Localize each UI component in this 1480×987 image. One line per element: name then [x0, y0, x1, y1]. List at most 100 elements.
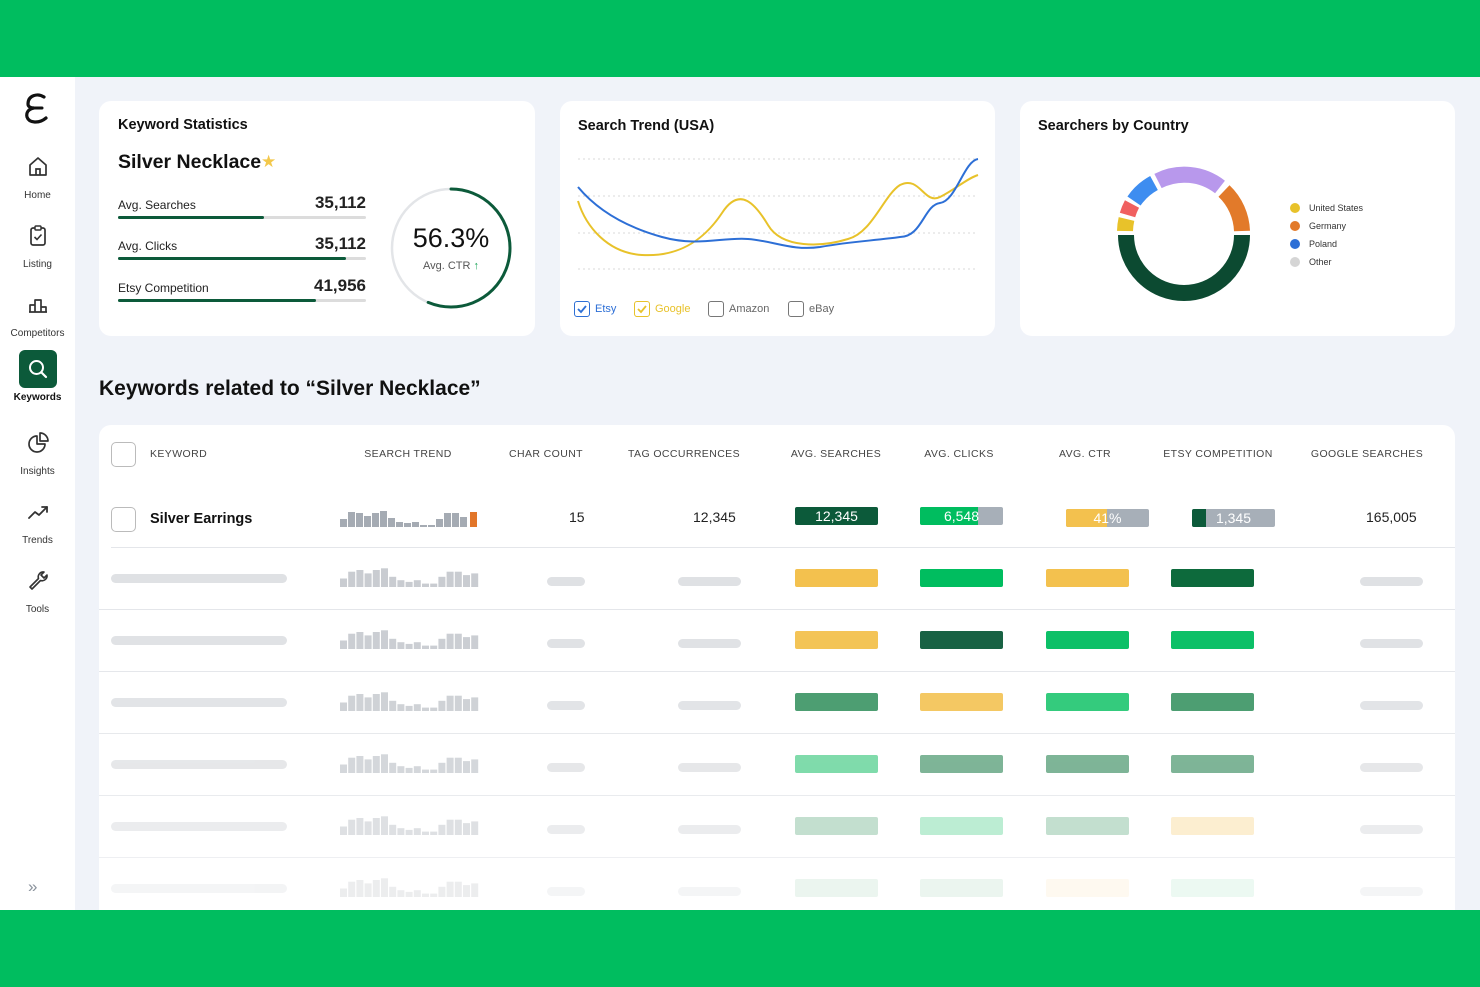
- app-window: Home Listing Competitors Keywords Insigh: [0, 77, 1480, 910]
- sparkline-bar: [454, 881, 462, 897]
- metric-bar-placeholder: [795, 631, 878, 649]
- google-searches-skeleton: [1360, 763, 1423, 772]
- search-trend-card: Search Trend (USA) Etsy Google Amazon eB…: [560, 101, 995, 336]
- etsy-checkbox[interactable]: [574, 301, 590, 317]
- column-header-avg-clicks[interactable]: AVG. CLICKS: [924, 448, 994, 460]
- sparkline-bar: [364, 573, 372, 587]
- clipboard-icon: [19, 217, 57, 255]
- sparkline-bar: [356, 694, 364, 711]
- nav-label-competitors: Competitors: [10, 328, 65, 339]
- keywords-table: KEYWORD SEARCH TREND CHAR COUNT TAG OCCU…: [99, 425, 1455, 910]
- sparkline-bar: [463, 575, 470, 587]
- sparkline-bar: [422, 707, 429, 711]
- trend-option-google[interactable]: Google: [634, 300, 690, 318]
- sparkline-bar: [372, 818, 380, 835]
- favorite-star-icon[interactable]: ★: [261, 152, 277, 171]
- sparkline-bar: [356, 632, 364, 649]
- sparkline-bar: [438, 638, 446, 649]
- trend-option-etsy[interactable]: Etsy: [574, 300, 616, 318]
- legend-united-states: United States: [1290, 202, 1363, 214]
- sparkline-bar: [446, 695, 454, 711]
- column-header-avg-searches[interactable]: AVG. SEARCHES: [790, 448, 882, 460]
- nav-item-keywords[interactable]: Keywords: [0, 350, 75, 412]
- metric-bar-placeholder: [795, 817, 878, 835]
- row-checkbox[interactable]: [111, 507, 136, 532]
- column-header-tag-occurrences[interactable]: TAG OCCURRENCES: [628, 448, 740, 460]
- avg-ctr-fill: [1066, 509, 1107, 527]
- sparkline-bar: [422, 645, 429, 649]
- search-trend-sparkline: [340, 816, 479, 835]
- nav-label-keywords: Keywords: [13, 392, 62, 403]
- sparkline-bar: [430, 583, 438, 587]
- google-trend-line: [577, 174, 979, 257]
- trend-option-amazon[interactable]: Amazon: [708, 300, 769, 318]
- sparkline-bar: [454, 695, 462, 711]
- sparkline-bar: [348, 881, 356, 897]
- sparkline-bar: [463, 823, 470, 835]
- avg-searches-bar: 12,345: [795, 507, 878, 525]
- sparkline-bar: [372, 570, 380, 587]
- sparkline-bar: [356, 570, 364, 587]
- sparkline-bar: [413, 766, 421, 773]
- select-all-checkbox[interactable]: [111, 442, 136, 467]
- tag-occurrences-skeleton: [678, 577, 741, 586]
- legend-dot: [1290, 203, 1300, 213]
- sparkline-bar: [430, 645, 438, 649]
- sparkline-bar: [413, 704, 421, 711]
- sparkline-bar: [413, 828, 421, 835]
- keyword-skeleton: [111, 574, 287, 583]
- sparkline-bar: [422, 769, 429, 773]
- char-count-skeleton: [547, 701, 585, 710]
- column-header-keyword[interactable]: KEYWORD: [150, 448, 208, 460]
- nav-item-tools[interactable]: Tools: [0, 562, 75, 624]
- expand-sidebar-icon[interactable]: »: [28, 877, 38, 896]
- sparkline-bar: [438, 576, 446, 587]
- char-count-skeleton: [547, 887, 585, 896]
- trend-option-ebay[interactable]: eBay: [788, 300, 834, 318]
- metric-bar-placeholder: [1171, 755, 1254, 773]
- trend-up-icon: [19, 493, 57, 531]
- legend-germany: Germany: [1290, 220, 1346, 232]
- sparkline-bar: [381, 878, 388, 897]
- column-header-google-searches[interactable]: GOOGLE SEARCHES: [1310, 448, 1424, 460]
- sparkline-bar: [438, 824, 446, 835]
- sparkline-bar: [430, 893, 438, 897]
- search-trend-sparkline: [340, 878, 479, 897]
- sparkline-bar: [422, 831, 429, 835]
- stat-label: Etsy Competition: [118, 281, 209, 295]
- nav-item-competitors[interactable]: Competitors: [0, 286, 75, 348]
- column-header-avg-ctr[interactable]: AVG. CTR: [1058, 448, 1112, 460]
- nav-item-insights[interactable]: Insights: [0, 424, 75, 486]
- metric-bar-placeholder: [1046, 631, 1129, 649]
- ebay-checkbox[interactable]: [788, 301, 804, 317]
- nav-item-trends[interactable]: Trends: [0, 493, 75, 555]
- sparkline-bar: [463, 637, 470, 649]
- sparkline-bar: [364, 821, 372, 835]
- column-header-search-trend[interactable]: SEARCH TREND: [364, 448, 452, 460]
- stat-avg-clicks: Avg. Clicks 35,112: [118, 234, 366, 260]
- sparkline-bar: [348, 633, 356, 649]
- avg-searches-value: 12,345: [815, 508, 858, 524]
- amazon-checkbox[interactable]: [708, 301, 724, 317]
- pie-chart-icon: [19, 424, 57, 462]
- nav-item-home[interactable]: Home: [0, 148, 75, 210]
- row-divider: [111, 547, 1455, 548]
- etsy-competition-bar: 1,345: [1192, 509, 1275, 527]
- nav-item-listing[interactable]: Listing: [0, 217, 75, 279]
- sparkline-bar: [471, 573, 479, 587]
- sparkline-bar: [430, 769, 438, 773]
- column-header-etsy-competition[interactable]: ETSY COMPETITION: [1163, 448, 1273, 460]
- metric-bar-placeholder: [920, 755, 1003, 773]
- sparkline-bar: [471, 759, 479, 773]
- google-checkbox[interactable]: [634, 301, 650, 317]
- sparkline-bar: [471, 821, 479, 835]
- stat-progress-track: [118, 216, 366, 219]
- keyword-skeleton: [111, 698, 287, 707]
- donut-segment-poland: [1127, 175, 1159, 206]
- erank-logo[interactable]: [22, 91, 52, 125]
- keyword-cell[interactable]: Silver Earrings: [150, 511, 253, 527]
- sparkline-bar: [381, 692, 388, 711]
- google-searches-skeleton: [1360, 887, 1423, 896]
- metric-bar-placeholder: [1046, 879, 1129, 897]
- column-header-char-count[interactable]: CHAR COUNT: [509, 448, 583, 460]
